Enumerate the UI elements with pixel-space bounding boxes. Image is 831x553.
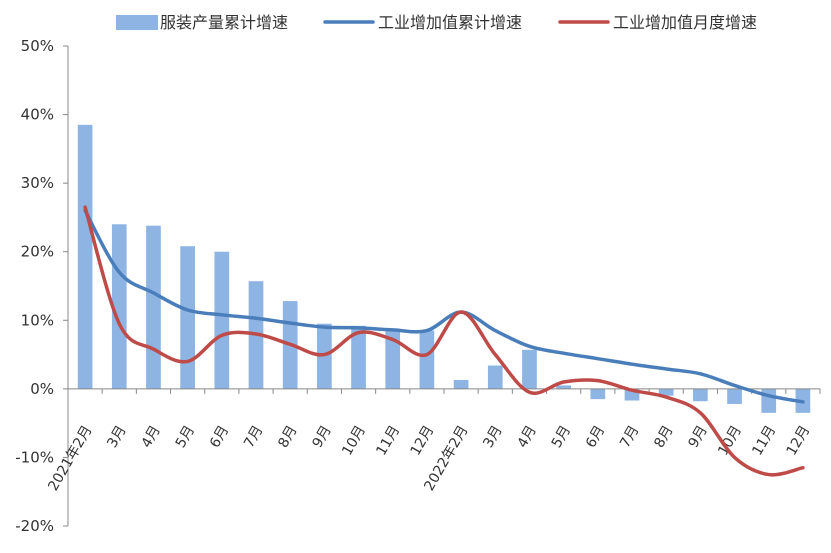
x-tick-label: 11月 (749, 423, 779, 459)
line-series (83, 205, 805, 477)
bar (487, 365, 503, 389)
x-tick-label: 9月 (686, 423, 711, 451)
bar (556, 385, 571, 389)
bar (693, 388, 708, 402)
bar (419, 330, 435, 389)
legend: 服装产量累计增速 工业增加值累计增速 工业增加值月度增速 (116, 13, 757, 32)
bar (180, 246, 195, 389)
y-tick-label: 30% (21, 174, 54, 192)
x-tick-label: 10月 (339, 423, 369, 459)
x-tick-label: 6月 (583, 423, 608, 451)
bar (658, 388, 674, 396)
y-tick-label: 10% (21, 311, 54, 329)
x-tick-label: 7月 (617, 423, 642, 451)
line-series-2 (83, 205, 805, 477)
bar (522, 349, 537, 389)
line-series-1 (83, 208, 805, 404)
x-tick-label: 3月 (480, 423, 505, 451)
legend-label: 工业增加值累计增速 (378, 13, 522, 32)
y-tick-label: 40% (21, 106, 54, 124)
bar (77, 124, 93, 389)
y-tick-label: -10% (15, 448, 54, 466)
bar (590, 388, 606, 400)
x-tick-label: 8月 (275, 423, 300, 451)
bar (624, 388, 640, 401)
y-tick-label: 20% (21, 243, 54, 261)
y-tick-label: 50% (21, 37, 54, 55)
x-tick-label: 4月 (139, 423, 164, 451)
bar (214, 251, 230, 389)
x-tick-label: 11月 (373, 423, 403, 459)
bar-series (77, 124, 811, 413)
y-axis: 50% 40% 30% 20% 10% 0% -10% -20% (15, 37, 69, 535)
x-tick-label: 8月 (651, 423, 676, 451)
y-tick-label: -20% (15, 517, 54, 535)
x-tick-label: 4月 (515, 423, 540, 451)
x-tick-label: 5月 (549, 423, 574, 451)
x-tick-label: 9月 (310, 423, 335, 451)
x-tick-label: 5月 (173, 423, 198, 451)
x-tick-label: 7月 (241, 423, 266, 451)
legend-label: 工业增加值月度增速 (613, 13, 757, 32)
x-tick-label: 12月 (784, 423, 814, 459)
legend-swatch (116, 15, 158, 30)
x-tick-label: 6月 (207, 423, 232, 451)
legend-label: 服装产量累计增速 (160, 13, 288, 32)
bar (727, 388, 742, 404)
bar (385, 328, 401, 389)
x-tick-label: 3月 (104, 423, 129, 451)
bar (351, 325, 366, 389)
bar (453, 379, 469, 389)
bar (761, 388, 777, 413)
x-tick-label: 12月 (408, 423, 438, 459)
bar (146, 225, 161, 389)
y-tick-label: 0% (30, 380, 54, 398)
